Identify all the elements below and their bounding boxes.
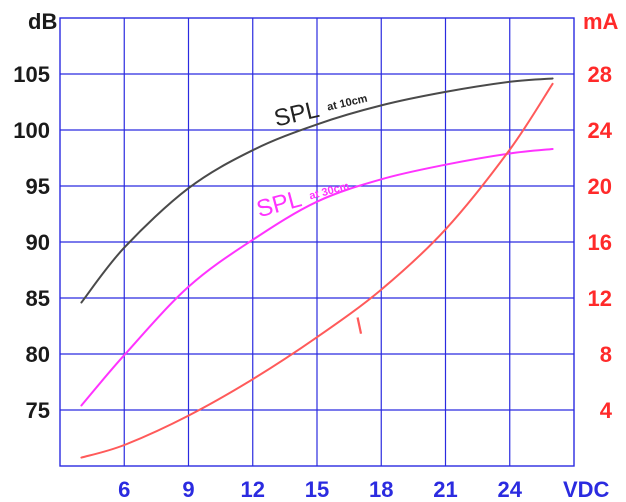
x-tick-label: 21	[433, 477, 457, 502]
spl-30cm-label: SPL at 30cm	[254, 180, 351, 223]
right-tick-label: 24	[588, 118, 613, 143]
left-axis-unit: dB	[28, 9, 57, 34]
plot-frame	[59, 17, 575, 467]
spl-10cm-label-text: SPL	[272, 96, 322, 133]
right-tick-label: 28	[588, 62, 612, 87]
left-tick-label: 95	[26, 174, 50, 199]
right-tick-label: 4	[600, 398, 613, 423]
x-tick-label: 24	[498, 477, 523, 502]
axis-labels: dB mA VDC	[28, 9, 619, 502]
left-tick-label: 80	[26, 342, 50, 367]
right-axis-unit: mA	[583, 9, 619, 34]
spl-30cm-curve	[80, 148, 554, 407]
left-tick-label: 90	[26, 230, 50, 255]
x-tick-label: 15	[305, 477, 329, 502]
x-axis-unit: VDC	[563, 477, 610, 502]
spl-10cm-curve	[80, 77, 554, 304]
x-tick-label: 12	[241, 477, 265, 502]
tick-labels: 6 9 12 15 18 21 24 75 80 85 90 95 100 105 4 8 12 16 20 24 28	[13, 62, 612, 502]
current-label-text: I	[353, 312, 365, 340]
right-tick-label: 16	[588, 230, 612, 255]
right-tick-label: 8	[600, 342, 612, 367]
x-tick-label: 6	[118, 477, 130, 502]
left-tick-label: 85	[26, 286, 50, 311]
x-tick-label: 9	[182, 477, 194, 502]
x-tick-label: 18	[369, 477, 393, 502]
spl-10cm-label: SPL at 10cm	[272, 93, 369, 133]
current-curve	[80, 82, 554, 459]
curves	[80, 77, 554, 459]
grid	[60, 18, 574, 466]
spl-30cm-label-subscript: at 30cm	[308, 180, 351, 202]
left-tick-label: 75	[26, 398, 50, 423]
right-tick-label: 12	[588, 286, 612, 311]
left-tick-label: 105	[13, 62, 50, 87]
spl-30cm-label-text: SPL	[254, 185, 305, 223]
right-tick-label: 20	[588, 174, 612, 199]
current-label: I	[353, 312, 365, 340]
left-tick-label: 100	[13, 118, 50, 143]
